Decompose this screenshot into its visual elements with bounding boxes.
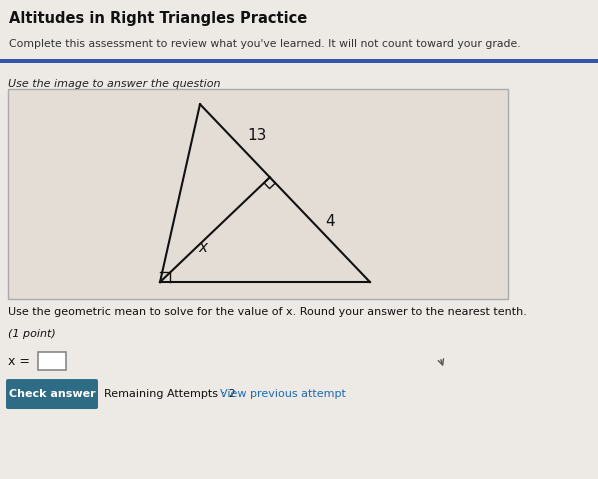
Text: (1 point): (1 point): [8, 329, 56, 339]
Text: 13: 13: [247, 128, 266, 143]
Bar: [0, 59, 598, 63]
Bar: [38, 352, 66, 370]
Text: x: x: [198, 240, 207, 255]
Text: x =: x =: [8, 354, 30, 367]
Bar: [8, 89, 508, 299]
Text: Complete this assessment to review what you've learned. It will not count toward: Complete this assessment to review what …: [9, 39, 521, 49]
Text: Check answer: Check answer: [9, 389, 95, 399]
Text: Altitudes in Right Triangles Practice: Altitudes in Right Triangles Practice: [9, 11, 307, 26]
Text: Remaining Attempts : 2: Remaining Attempts : 2: [104, 389, 236, 399]
FancyBboxPatch shape: [6, 379, 98, 409]
Text: Use the geometric mean to solve for the value of x. Round your answer to the nea: Use the geometric mean to solve for the …: [8, 307, 527, 317]
Text: 4: 4: [325, 214, 334, 229]
Text: Use the image to answer the question: Use the image to answer the question: [8, 79, 221, 89]
Text: View previous attempt: View previous attempt: [220, 389, 346, 399]
